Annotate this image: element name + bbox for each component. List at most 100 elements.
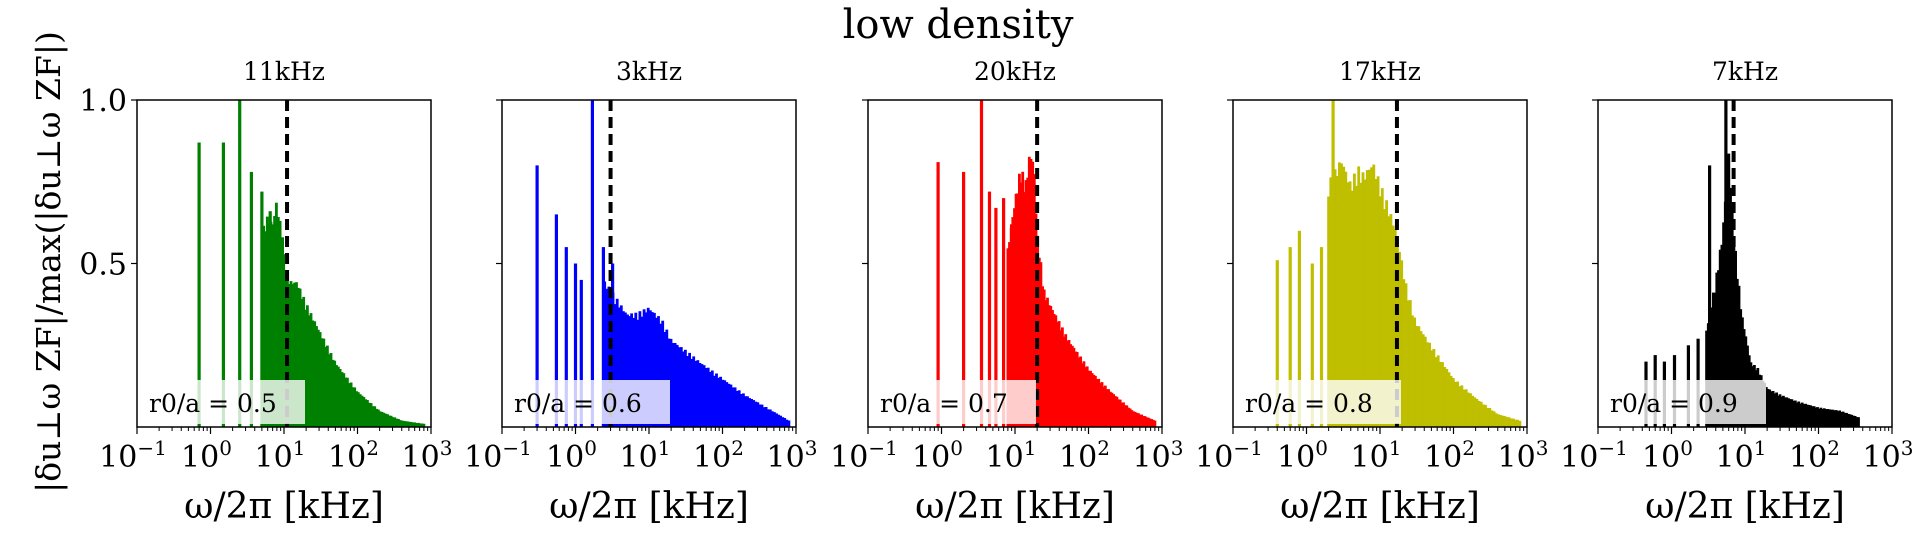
spectrum-bar	[1729, 187, 1732, 427]
spectrum-bar	[1344, 171, 1348, 427]
spectrum-bar	[1363, 179, 1367, 427]
spectrum-bar	[733, 387, 737, 427]
spectrum-bar	[653, 312, 656, 427]
spectrum-bar	[1471, 395, 1474, 427]
spectrum-bar	[634, 312, 638, 427]
spectrum-bar	[1718, 249, 1722, 427]
spectrum-bar	[1359, 182, 1363, 427]
x-axis-label: ω/2π [kHz]	[549, 486, 749, 527]
x-tick-label: 100	[912, 436, 963, 475]
spectrum-bar	[768, 409, 772, 427]
spectrum-bar	[1415, 326, 1419, 427]
spectrum-bar	[700, 364, 704, 427]
spectrum-spike	[275, 224, 279, 427]
spectrum-bar	[1843, 412, 1847, 427]
spectrum-bar	[628, 316, 631, 427]
spectrum-spike	[1016, 230, 1020, 427]
spectrum-spike	[1310, 263, 1314, 427]
spectrum-bar	[1069, 344, 1072, 427]
spectrum-bar	[353, 387, 357, 427]
spectrum-bar	[605, 288, 609, 427]
spectrum-bar	[630, 313, 633, 427]
spectrum-bar	[1365, 170, 1369, 427]
spectrum-bar	[375, 408, 378, 427]
spectrum-bar	[1029, 159, 1033, 427]
spectrum-bar	[340, 372, 344, 427]
spectrum-bar	[411, 422, 415, 427]
x-tick-label: 100	[181, 436, 232, 475]
spectrum-bar	[1148, 418, 1152, 427]
spectrum-bar	[1400, 260, 1404, 427]
spectrum-bar	[1338, 162, 1341, 427]
spectrum-bar	[1492, 411, 1496, 427]
x-tick-label: 102	[1424, 436, 1475, 475]
spectrum-bar	[1340, 163, 1343, 427]
spectrum-bar	[378, 411, 382, 427]
spectrum-bar	[1398, 251, 1401, 427]
spectrum-bar	[1042, 289, 1046, 427]
spectrum-bar	[397, 419, 400, 427]
spectrum-bar	[636, 319, 640, 427]
spectrum-bar	[1387, 216, 1391, 427]
spectrum-bar	[692, 356, 696, 427]
spectrum-bar	[1110, 392, 1114, 427]
x-tick-label: 10−1	[1195, 436, 1263, 475]
spectrum-bar	[1024, 180, 1028, 427]
spectrum-bar	[298, 288, 302, 427]
spectrum-bar	[1095, 379, 1099, 427]
spectrum-bar	[1475, 398, 1479, 427]
spectrum-bar	[1782, 395, 1785, 427]
spectrum-bar	[402, 420, 406, 427]
x-tick-label: 103	[402, 436, 453, 475]
spectrum-bar	[642, 309, 646, 427]
spectrum-bar	[1776, 395, 1780, 427]
spectrum-bar	[739, 394, 743, 427]
radius-annotation: r0/a = 0.9	[1610, 389, 1738, 418]
spectrum-bar	[1850, 414, 1854, 427]
spectrum-bar	[764, 407, 768, 427]
spectrum-spike	[564, 247, 568, 427]
spectrum-bar	[1032, 174, 1036, 427]
spectrum-bar	[1031, 161, 1035, 427]
spectrum-bar	[702, 365, 706, 427]
spectrum-bar	[284, 273, 287, 427]
spectrum-bar	[1787, 398, 1790, 427]
spectrum-bar	[710, 370, 714, 427]
spectrum-bar	[293, 282, 296, 427]
spectrum-bar	[744, 396, 747, 427]
spectrum-bar	[1505, 417, 1509, 427]
spectrum-bar	[1710, 307, 1714, 427]
spectrum-bar	[1135, 412, 1139, 427]
spectrum-bar	[395, 418, 398, 427]
spectrum-bar	[347, 383, 351, 427]
spectrum-bar	[1833, 410, 1836, 427]
spectrum-bar	[1846, 413, 1850, 427]
spectrum-bar	[355, 391, 358, 427]
spectrum-bar	[729, 384, 733, 427]
spectrum-spike	[979, 100, 984, 427]
spectrum-bar	[1061, 327, 1064, 427]
spectrum-spike	[1275, 260, 1279, 427]
spectrum-bar	[1720, 244, 1724, 427]
spectrum-bar	[1805, 404, 1809, 427]
x-tick-label: 102	[1059, 436, 1110, 475]
spectrum-bar	[756, 402, 760, 427]
spectrum-bar	[1105, 389, 1109, 427]
spectrum-bar	[1828, 409, 1831, 427]
spectrum-bar	[715, 373, 718, 427]
spectrum-bar	[781, 417, 785, 427]
spectrum-bar	[1497, 414, 1500, 427]
spectrum-bar	[659, 323, 662, 427]
spectrum-bar	[1067, 340, 1071, 427]
spectrum-bar	[315, 326, 318, 427]
spectrum-bar	[335, 365, 338, 427]
spectrum-bar	[1034, 213, 1038, 427]
spectrum-spike	[962, 171, 966, 427]
spectrum-spike	[1331, 100, 1335, 427]
spectrum-bar	[750, 399, 753, 427]
spectrum-bar	[1705, 330, 1708, 427]
spectrum-bar	[775, 413, 778, 427]
spectrum-bar	[617, 307, 621, 427]
spectrum-bar	[644, 312, 648, 427]
spectrum-bar	[1122, 402, 1125, 427]
